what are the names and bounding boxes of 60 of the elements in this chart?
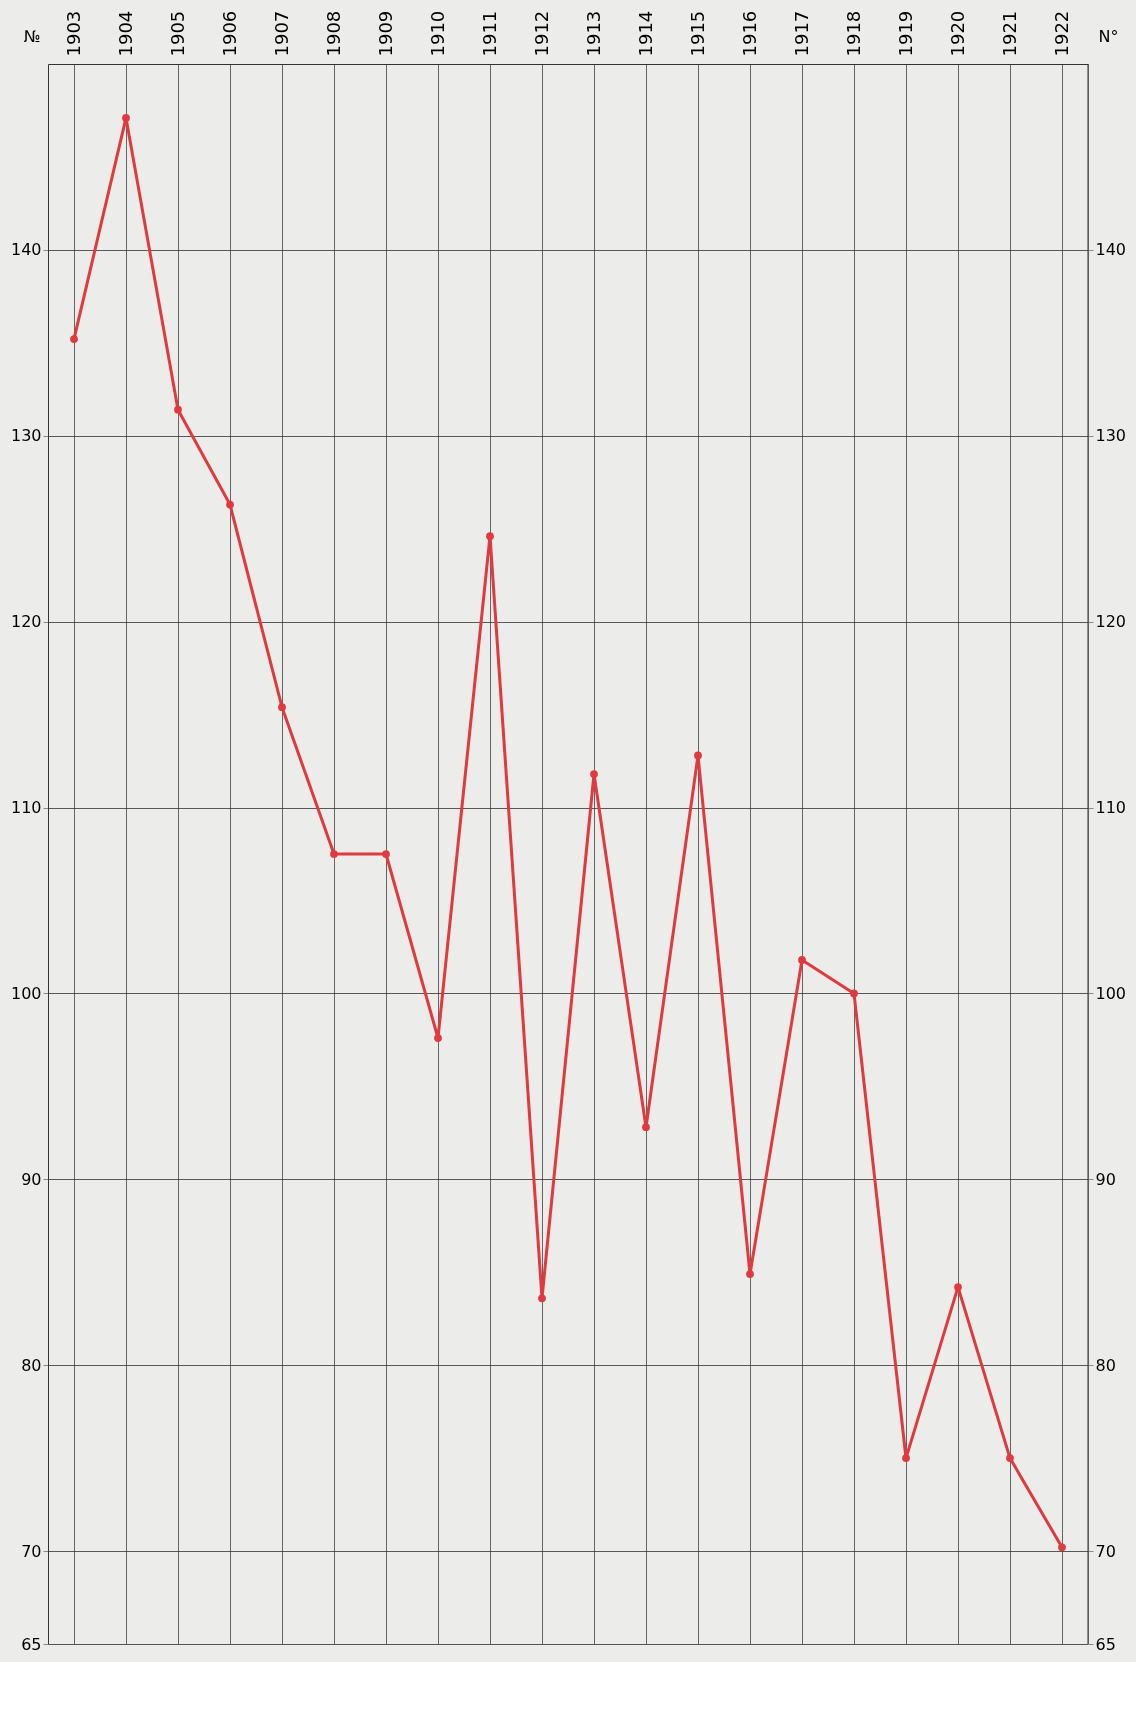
point xyxy=(590,770,598,778)
point xyxy=(278,703,286,712)
point xyxy=(538,1294,546,1303)
y-tick-label: 140 xyxy=(10,240,42,260)
y2-tick-label: 140 xyxy=(1095,240,1127,260)
y2-tick-label: 130 xyxy=(1095,426,1127,446)
x-tick-label: 1904 xyxy=(114,10,136,57)
point xyxy=(798,956,806,964)
y-axis-title: № xyxy=(23,26,41,46)
x-tick-label: 1911 xyxy=(478,10,500,57)
y-tick-label: 70 xyxy=(21,1541,42,1561)
point xyxy=(434,1034,442,1042)
y-tick-label: 65 xyxy=(21,1634,42,1654)
x-tick-label: 1909 xyxy=(374,10,396,57)
x-tick-label: 1903 xyxy=(62,10,84,57)
x-tick-label: 1908 xyxy=(322,10,344,57)
x-tick-label: 1922 xyxy=(1050,10,1072,57)
y2-tick-label: 80 xyxy=(1095,1355,1116,1375)
y2-tick-label: 120 xyxy=(1095,612,1127,632)
point xyxy=(1006,1454,1014,1462)
y2-tick-label: 110 xyxy=(1095,798,1127,818)
point xyxy=(226,500,234,509)
point xyxy=(486,532,494,541)
y2-tick-label: 100 xyxy=(1095,983,1127,1003)
y-tick-label: 130 xyxy=(10,426,42,446)
y-tick-label: 100 xyxy=(10,983,42,1003)
x-tick-label: 1913 xyxy=(582,10,604,57)
y-tick-label: 120 xyxy=(10,612,42,632)
point xyxy=(954,1283,962,1291)
point xyxy=(174,405,182,414)
x-tick-label: 1905 xyxy=(166,10,188,57)
x-tick-label: 1910 xyxy=(426,10,448,57)
point xyxy=(70,335,78,343)
y2-tick-label: 70 xyxy=(1095,1541,1116,1561)
y-tick-label: 110 xyxy=(10,798,42,818)
x-tick-label: 1919 xyxy=(894,10,916,57)
y2-axis-title: N° xyxy=(1098,26,1119,46)
point xyxy=(850,989,858,998)
point xyxy=(642,1123,650,1132)
x-tick-label: 1906 xyxy=(218,10,240,57)
x-tick-label: 1917 xyxy=(790,10,812,57)
x-tick-label: 1912 xyxy=(530,10,552,57)
x-tick-label: 1914 xyxy=(634,10,656,57)
point xyxy=(330,850,338,858)
x-tick-label: 1920 xyxy=(946,10,968,57)
x-tick-label: 1907 xyxy=(270,10,292,57)
point xyxy=(746,1270,754,1278)
point xyxy=(1058,1543,1066,1552)
point xyxy=(122,114,130,122)
point xyxy=(902,1454,910,1462)
y-tick-label: 80 xyxy=(21,1355,42,1375)
x-tick-label: 1921 xyxy=(998,10,1020,57)
point xyxy=(382,850,390,858)
x-tick-label: 1918 xyxy=(842,10,864,57)
point xyxy=(694,751,702,760)
x-tick-label: 1915 xyxy=(686,10,708,57)
y-tick-label: 90 xyxy=(21,1169,42,1189)
y2-tick-label: 90 xyxy=(1095,1169,1116,1189)
y2-tick-label: 65 xyxy=(1095,1634,1116,1654)
x-tick-label: 1916 xyxy=(738,10,760,57)
